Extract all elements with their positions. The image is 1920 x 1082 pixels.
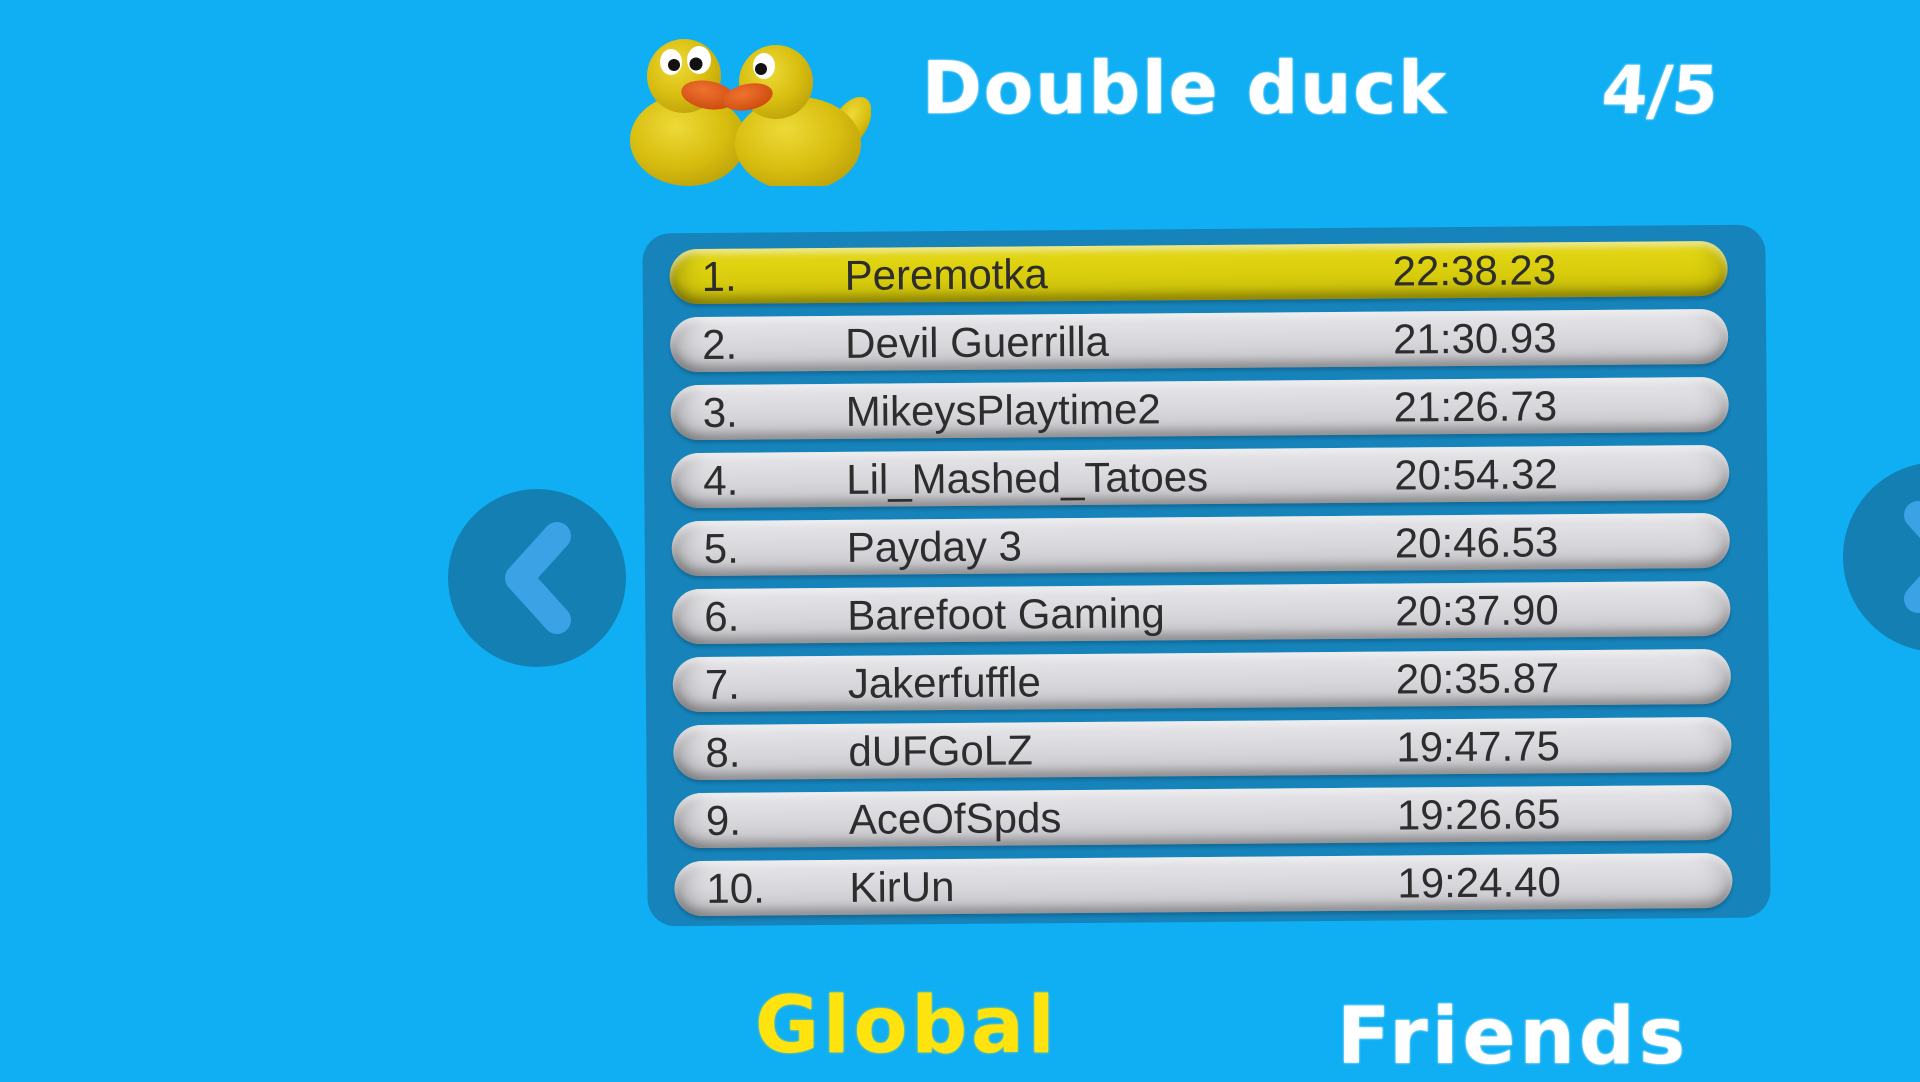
left-duck-icon (630, 39, 746, 186)
score-time: 20:37.90 (1395, 585, 1559, 635)
leaderboard-panel: 1. Peremotka 22:38.23 2. Devil Guerrilla… (642, 224, 1771, 927)
player-name: KirUn (849, 862, 955, 911)
rank-label: 2. (701, 320, 738, 368)
rank-label: 3. (702, 388, 738, 436)
table-row: 10. KirUn 19:24.40 (674, 852, 1733, 917)
table-row: 6. Barefoot Gaming 20:37.90 (672, 580, 1731, 645)
score-time: 19:26.65 (1396, 789, 1561, 839)
player-name: Peremotka (844, 249, 1048, 299)
score-time: 19:24.40 (1397, 857, 1562, 907)
rank-label: 9. (705, 796, 742, 844)
rank-label: 4. (703, 456, 739, 504)
previous-page-button[interactable] (448, 489, 626, 667)
next-page-button[interactable] (1843, 462, 1920, 652)
table-row: 9. AceOfSpds 19:26.65 (673, 784, 1733, 849)
table-row: 1. Peremotka 22:38.23 (669, 240, 1728, 305)
score-time: 20:54.32 (1394, 449, 1558, 499)
score-time: 22:38.23 (1392, 245, 1557, 295)
table-row: 5. Payday 3 20:46.53 (671, 512, 1730, 577)
score-time: 19:47.75 (1396, 721, 1561, 771)
right-duck-icon (723, 45, 871, 186)
tab-global[interactable]: Global (755, 981, 1059, 1071)
rank-label: 5. (703, 524, 739, 572)
score-time: 21:30.93 (1392, 313, 1557, 363)
table-row: 2. Devil Guerrilla 21:30.93 (669, 308, 1729, 373)
page-title: Double duck (922, 46, 1448, 130)
tab-friends[interactable]: Friends (1337, 992, 1690, 1082)
rank-label: 7. (704, 660, 741, 708)
rank-label: 10. (706, 863, 766, 912)
score-time: 21:26.73 (1393, 381, 1558, 431)
player-name: Barefoot Gaming (847, 588, 1165, 639)
table-row: 8. dUFGoLZ 19:47.75 (673, 716, 1732, 781)
rank-label: 6. (704, 592, 740, 640)
score-time: 20:35.87 (1395, 653, 1560, 703)
chevron-left-icon (505, 522, 571, 634)
chevron-right-icon (1904, 501, 1920, 613)
player-name: Payday 3 (846, 521, 1023, 571)
player-name: AceOfSpds (848, 793, 1062, 843)
rank-label: 8. (705, 728, 741, 776)
score-time: 20:46.53 (1394, 517, 1559, 567)
player-name: Devil Guerrilla (844, 317, 1110, 367)
player-name: Jakerfuffle (847, 657, 1042, 707)
double-rubber-ducks-icon (630, 39, 871, 186)
player-name: MikeysPlaytime2 (845, 384, 1161, 435)
player-name: Lil_Mashed_Tatoes (846, 452, 1209, 503)
rank-label: 1. (701, 252, 737, 300)
player-name: dUFGoLZ (848, 725, 1033, 775)
table-row: 7. Jakerfuffle 20:35.87 (672, 648, 1732, 713)
table-row: 3. MikeysPlaytime2 21:26.73 (670, 376, 1729, 441)
page-indicator: 4/5 (1599, 52, 1721, 129)
table-row: 4. Lil_Mashed_Tatoes 20:54.32 (671, 444, 1730, 509)
